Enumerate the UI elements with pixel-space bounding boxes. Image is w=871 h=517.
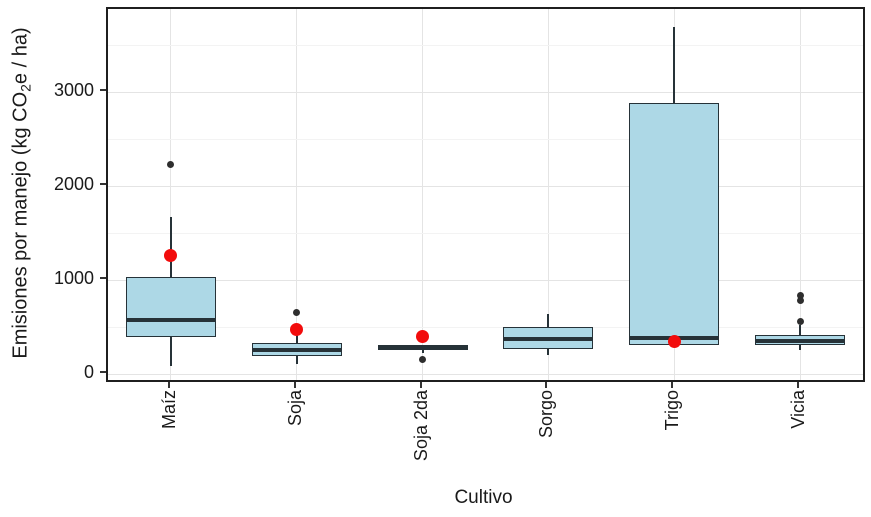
gridline-minor-1500 (108, 232, 863, 234)
median-vicia (756, 339, 845, 344)
plot-panel (106, 7, 865, 382)
y-axis-title-pre: Emisiones por manejo (kg CO (10, 91, 32, 359)
median-sorgo (504, 337, 593, 342)
y-tick-mark-2000 (100, 183, 106, 186)
gridline-vertical-vicia (799, 9, 801, 380)
gridline-major-2000 (108, 185, 863, 187)
x-tick-mark-soja (293, 382, 296, 388)
x-tick-mark-soja-2da (419, 382, 422, 388)
x-axis-title-wrap: Cultivo (106, 487, 861, 509)
box-trigo (629, 102, 720, 345)
y-axis-title-post: e / ha) (10, 26, 32, 84)
mean-dot-soja (290, 322, 304, 336)
gridline-minor-2500 (108, 138, 863, 140)
y-tick-mark-3000 (100, 89, 106, 92)
outlier-dot-maiz-0 (167, 160, 175, 168)
x-tick-label-maiz: Maíz (158, 390, 179, 430)
mean-dot-trigo (667, 334, 681, 348)
x-axis-title: Cultivo (454, 487, 513, 508)
x-tick-mark-vicia (797, 382, 800, 388)
x-tick-mark-maiz (167, 382, 170, 388)
outlier-dot-soja-2da-0 (419, 356, 427, 364)
y-tick-mark-0 (100, 371, 106, 374)
median-maiz (126, 317, 215, 322)
mean-dot-soja-2da (416, 330, 430, 344)
x-tick-mark-sorgo (545, 382, 548, 388)
x-tick-label-soja: Soja (284, 390, 305, 427)
outlier-dot-soja-0 (293, 309, 301, 317)
y-tick-mark-1000 (100, 277, 106, 280)
median-soja-2da (378, 345, 467, 350)
median-soja (252, 347, 341, 352)
y-tick-label-3000: 3000 (53, 80, 94, 101)
y-tick-label-2000: 2000 (53, 174, 94, 195)
gridline-vertical-sorgo (547, 9, 549, 380)
gridline-vertical-soja (296, 9, 298, 380)
x-tick-label-sorgo: Sorgo (536, 390, 557, 439)
y-tick-label-1000: 1000 (53, 268, 94, 289)
x-tick-label-trigo: Trigo (662, 390, 683, 431)
y-tick-label-0: 0 (83, 362, 94, 383)
x-tick-label-soja-2da: Soja 2da (410, 390, 431, 462)
x-tick-label-vicia: Vicia (788, 390, 809, 429)
gridline-minor-3500 (108, 44, 863, 46)
gridline-vertical-soja-2da (422, 9, 424, 380)
box-maiz (125, 277, 216, 337)
gridline-major-1000 (108, 279, 863, 281)
gridline-major-0 (108, 373, 863, 375)
x-tick-mark-trigo (671, 382, 674, 388)
mean-dot-maiz (164, 248, 178, 262)
gridline-minor-500 (108, 326, 863, 328)
outlier-dot-vicia-2 (796, 318, 804, 326)
outlier-dot-vicia-0 (796, 291, 804, 299)
gridline-vertical-maiz (170, 9, 172, 380)
outlier-dot-vicia-1 (796, 296, 804, 304)
gridline-major-3000 (108, 91, 863, 93)
